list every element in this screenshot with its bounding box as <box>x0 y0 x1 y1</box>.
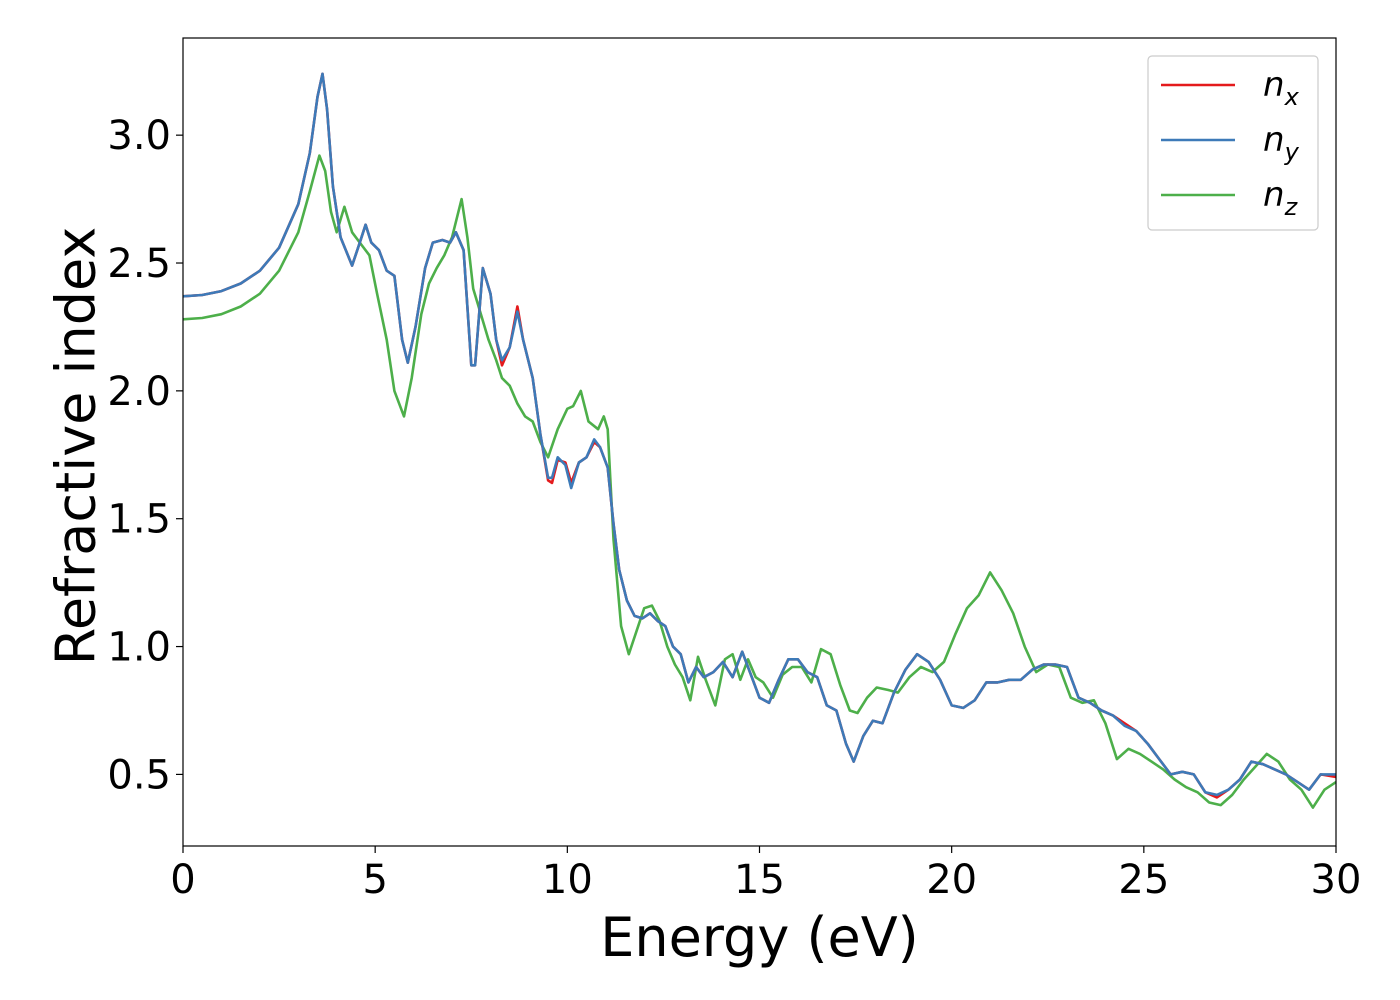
y-tick-label: 2.5 <box>107 241 171 287</box>
y-tick-label: 1.0 <box>107 625 171 671</box>
y-tick-label: 3.0 <box>107 113 171 159</box>
y-axis: 0.5 1.0 1.5 2.0 2.5 3.0 <box>107 113 183 798</box>
legend-label-ny: ny <box>1263 120 1300 166</box>
x-tick-label: 15 <box>734 857 785 903</box>
legend-label-main: n <box>1263 120 1285 160</box>
legend-box <box>1147 55 1319 231</box>
legend-label-nz: nz <box>1263 175 1299 221</box>
legend-label-main: n <box>1263 65 1285 105</box>
x-tick-label: 5 <box>362 857 387 903</box>
x-tick-label: 10 <box>542 857 593 903</box>
series-line-nz <box>183 154 1336 809</box>
x-axis-label: Energy (eV) <box>600 906 919 969</box>
legend-label-nx: nx <box>1263 65 1300 111</box>
y-tick-label: 1.5 <box>107 497 171 543</box>
legend-label-main: n <box>1263 175 1285 215</box>
x-axis: 0 5 10 15 20 25 30 <box>170 846 1361 903</box>
x-tick-label: 20 <box>926 857 977 903</box>
legend-label-subscript: x <box>1284 83 1300 111</box>
y-axis-label: Refractive index <box>45 227 108 666</box>
series-line-ny <box>183 72 1336 797</box>
x-tick-label: 0 <box>170 857 195 903</box>
legend-label-subscript: z <box>1284 193 1299 221</box>
y-tick-label: 2.0 <box>107 369 171 415</box>
plot-area <box>183 72 1336 809</box>
y-tick-label: 0.5 <box>107 752 171 798</box>
legend-label-subscript: y <box>1284 138 1300 166</box>
x-tick-label: 25 <box>1118 857 1169 903</box>
x-tick-label: 30 <box>1311 857 1362 903</box>
